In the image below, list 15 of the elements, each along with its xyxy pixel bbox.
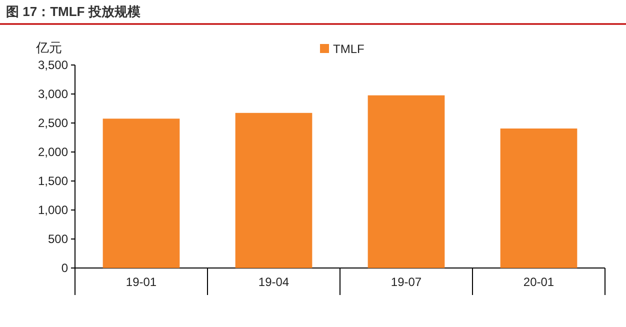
y-axis-title: 亿元 [35, 40, 62, 55]
y-tick-label: 1,000 [38, 203, 68, 217]
x-tick-label: 19-07 [390, 275, 422, 289]
x-tick-label: 19-01 [126, 275, 157, 289]
y-tick-label: 3,000 [38, 87, 68, 101]
y-tick-label: 2,000 [38, 145, 68, 159]
title: 图 17：TMLF 投放规模 [6, 4, 140, 19]
x-tick-label: 19-04 [258, 275, 290, 289]
y-tick-label: 3,500 [38, 58, 68, 72]
y-tick-label: 2,500 [38, 116, 68, 130]
y-tick-label: 0 [61, 261, 68, 275]
x-tick-label: 20-01 [523, 275, 554, 289]
y-tick-label: 500 [48, 232, 68, 246]
y-tick-label: 1,500 [38, 174, 68, 188]
legend-label: TMLF [333, 42, 364, 56]
